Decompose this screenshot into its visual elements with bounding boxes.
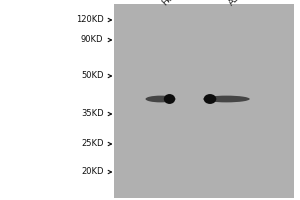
Text: A375: A375 [226,0,249,7]
Text: 25KD: 25KD [81,140,103,148]
Text: 90KD: 90KD [81,36,103,45]
Ellipse shape [204,94,216,104]
Bar [114,4,294,198]
Text: 20KD: 20KD [81,168,103,176]
Text: 35KD: 35KD [81,109,103,118]
Text: Hela: Hela [160,0,182,7]
Text: 50KD: 50KD [81,72,103,80]
Ellipse shape [164,94,175,104]
Ellipse shape [146,96,176,102]
Ellipse shape [203,96,250,102]
Text: 120KD: 120KD [76,16,103,24]
